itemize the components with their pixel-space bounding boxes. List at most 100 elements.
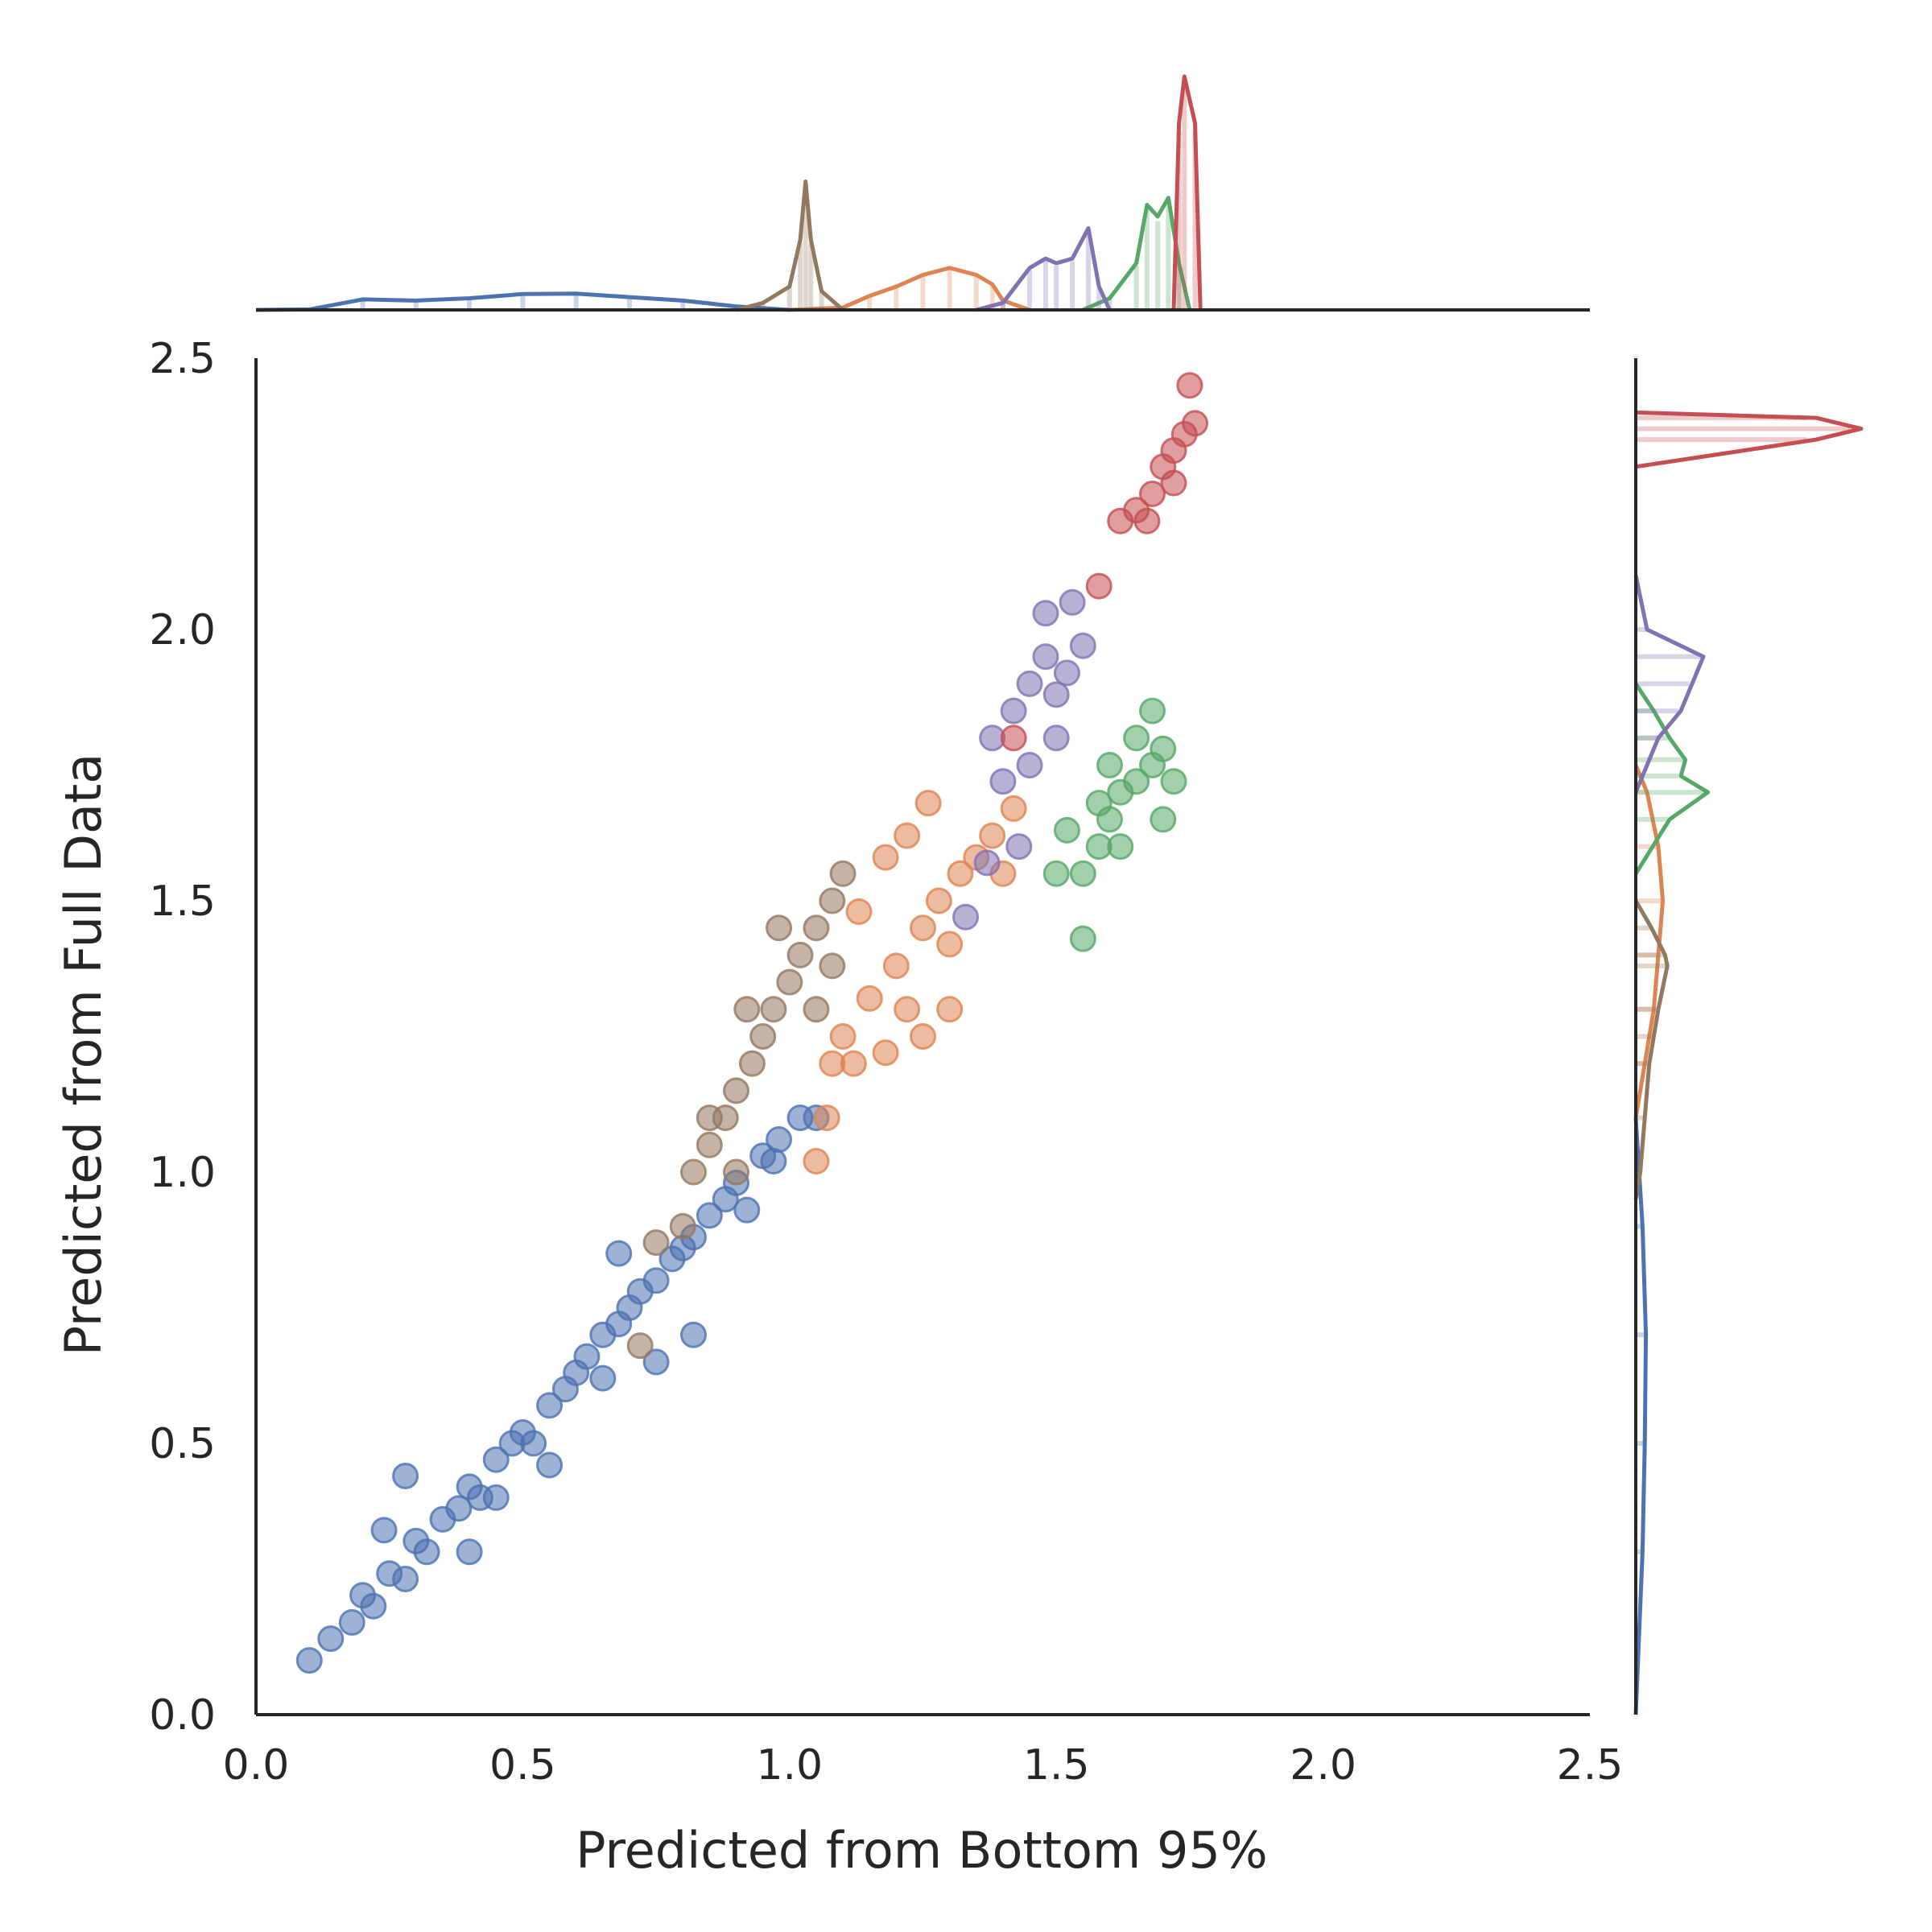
scatter-point (1000, 697, 1027, 724)
scatter-point (589, 1364, 617, 1392)
scatter-point (1053, 659, 1080, 687)
scatter-point (642, 1229, 670, 1257)
scatter-point (989, 768, 1017, 795)
top-kde-curve (255, 291, 790, 312)
scatter-point (1032, 643, 1059, 671)
scatter-point (1085, 572, 1113, 600)
scatter-point (482, 1446, 510, 1473)
x-tick-label: 0.5 (489, 1741, 556, 1790)
scatter-point (776, 968, 803, 996)
scatter-point (723, 1158, 750, 1186)
right-kde-curve (1633, 683, 1711, 875)
scatter-point (1042, 724, 1070, 752)
right-marginal-distribution (1633, 410, 1864, 1715)
y-tick-label: 2.0 (149, 606, 216, 654)
scatter-point (696, 1131, 723, 1158)
scatter-point (1085, 790, 1113, 817)
scatter-point (1096, 752, 1123, 778)
scatter-point (1123, 768, 1150, 795)
scatter-point (1176, 372, 1203, 399)
scatter-point (317, 1625, 345, 1653)
scatter-point (696, 1104, 723, 1132)
scatter-point (894, 822, 921, 849)
x-tick-label: 0.0 (223, 1741, 290, 1790)
scatter-point (1032, 600, 1059, 627)
x-tick-label: 2.5 (1557, 1741, 1624, 1790)
scatter-point (679, 1158, 707, 1186)
scatter-point (679, 1321, 707, 1348)
scatter-point (642, 1348, 670, 1376)
scatter-point (894, 996, 921, 1023)
scatter-point (760, 1148, 787, 1175)
scatter-point (819, 952, 846, 980)
scatter-point (910, 1023, 936, 1050)
scatter-point (749, 1023, 777, 1050)
scatter-point (1160, 768, 1187, 795)
scatter-point (829, 1023, 857, 1050)
scatter-point (829, 860, 857, 887)
scatter-point (803, 1148, 830, 1175)
scatter-point (1150, 806, 1177, 833)
scatter-point (626, 1332, 654, 1360)
scatter-point (605, 1240, 633, 1267)
scatter-point (696, 1202, 723, 1229)
scatter-points (295, 372, 1209, 1674)
scatter-point (766, 914, 793, 942)
scatter-point (845, 898, 873, 925)
scatter-point (882, 952, 910, 980)
scatter-point (872, 1039, 899, 1067)
top-kde-curve (1171, 74, 1203, 311)
scatter-point (482, 1484, 510, 1511)
scatter-point (413, 1538, 440, 1566)
x-tick-label: 1.5 (1023, 1741, 1090, 1790)
scatter-point (733, 1196, 761, 1224)
scatter-point (1133, 507, 1161, 535)
scatter-point (573, 1343, 601, 1370)
y-axis-label: Predicted from Full Data (54, 753, 113, 1356)
scatter-point (392, 1462, 419, 1489)
scatter-point (1069, 925, 1096, 952)
x-tick-label: 1.0 (756, 1741, 823, 1790)
scatter-point (766, 1126, 793, 1154)
scatter-point (1042, 860, 1070, 887)
top-kde-curve (789, 266, 1030, 312)
scatter-point (1139, 697, 1166, 724)
scatter-point (520, 1430, 547, 1457)
y-tick-label: 2.5 (149, 335, 216, 383)
scatter-point (445, 1495, 473, 1522)
top-kde-curve (976, 226, 1112, 312)
scatter-point (536, 1392, 564, 1419)
scatter-point (1000, 795, 1027, 822)
scatter-point (819, 887, 846, 914)
scatter-point (723, 1077, 750, 1104)
right-kde-curve (1633, 575, 1706, 794)
scatter-point (1005, 833, 1033, 861)
y-tick-label: 0.5 (149, 1420, 216, 1468)
axes: 0.0 0.5 1.0 1.5 2.0 2.5 0.0 0.5 1.0 1.5 2.0 2.5 (149, 308, 1637, 1790)
scatter-point (973, 849, 1001, 877)
scatter-point (536, 1451, 564, 1479)
scatter-point (914, 790, 942, 817)
scatter-point (1016, 670, 1043, 697)
scatter-point (925, 887, 952, 914)
scatter-point (936, 996, 964, 1023)
scatter-point (642, 1267, 670, 1294)
scatter-point (392, 1566, 419, 1592)
right-kde-curve (1633, 899, 1670, 1200)
scatter-point (295, 1647, 323, 1674)
scatter-point (813, 1104, 840, 1132)
scatter-point (856, 985, 883, 1012)
y-tick-label: 1.0 (149, 1149, 216, 1197)
scatter-point (1139, 481, 1166, 507)
x-axis-label: Predicted from Bottom 95% (576, 1821, 1268, 1880)
scatter-point (936, 931, 964, 958)
scatter-point (1059, 588, 1086, 616)
scatter-point (1069, 860, 1096, 887)
scatter-point (760, 996, 787, 1023)
scatter-point (733, 996, 761, 1023)
scatter-point (1053, 816, 1080, 844)
x-tick-label: 2.0 (1290, 1741, 1356, 1790)
scatter-point (370, 1517, 398, 1544)
top-kde-curve (735, 180, 844, 312)
